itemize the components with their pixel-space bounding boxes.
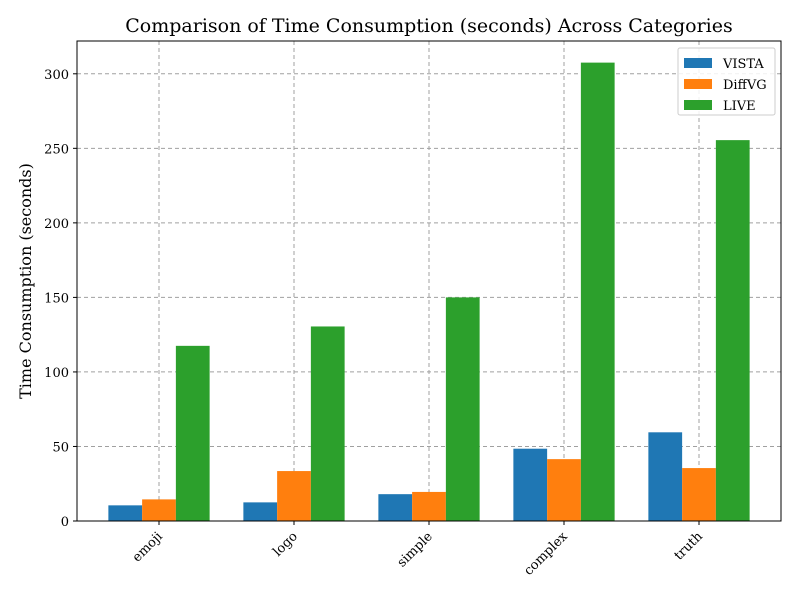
y-tick-label: 200: [44, 217, 69, 232]
bar-live-simple: [445, 297, 480, 521]
chart-title: Comparison of Time Consumption (seconds)…: [125, 15, 733, 37]
legend: VISTA DiffVG LIVE: [677, 47, 776, 116]
legend-label-diffvg: DiffVG: [723, 78, 767, 93]
y-tick-label: 250: [44, 142, 69, 157]
bar-live-logo: [310, 326, 345, 521]
bar-live-emoji: [175, 345, 210, 521]
bar-vista-complex: [513, 448, 548, 521]
bar-diffvg-truth: [682, 468, 716, 521]
bar-live-truth: [715, 140, 750, 521]
y-axis-label: Time Consumption (seconds): [16, 163, 35, 399]
bar-diffvg-simple: [412, 491, 446, 521]
legend-swatch-live: [684, 100, 712, 110]
bar-diffvg-complex: [547, 459, 581, 521]
y-tick-label: 50: [52, 440, 69, 455]
bar-vista-simple: [378, 494, 413, 521]
bar-diffvg-logo: [277, 471, 311, 521]
bar-vista-truth: [648, 432, 683, 521]
bar-vista-logo: [243, 502, 278, 521]
bar-diffvg-emoji: [142, 499, 176, 521]
y-tick-label: 100: [44, 366, 69, 381]
bar-live-complex: [580, 62, 615, 522]
legend-label-vista: VISTA: [722, 57, 764, 72]
bar-vista-emoji: [108, 505, 143, 521]
y-tick-label: 150: [44, 291, 69, 306]
legend-swatch-vista: [684, 58, 712, 68]
legend-label-live: LIVE: [723, 99, 756, 114]
y-tick-label: 300: [44, 68, 69, 83]
y-tick-label: 0: [61, 515, 69, 530]
legend-swatch-diffvg: [684, 79, 712, 89]
